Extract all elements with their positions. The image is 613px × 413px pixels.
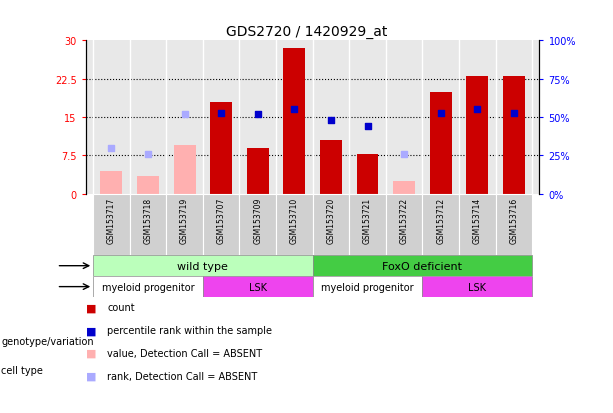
Point: [180, 112, 189, 118]
Text: GDS2720 / 1420929_at: GDS2720 / 1420929_at: [226, 25, 387, 39]
Point: [363, 124, 373, 131]
FancyBboxPatch shape: [386, 195, 422, 256]
Point: [107, 145, 116, 152]
Bar: [430, 93, 452, 195]
Text: GSM153710: GSM153710: [290, 197, 299, 244]
FancyBboxPatch shape: [240, 195, 276, 256]
Text: count: count: [107, 303, 135, 313]
FancyBboxPatch shape: [422, 195, 459, 256]
Point: [473, 107, 482, 114]
Text: GSM153719: GSM153719: [180, 197, 189, 244]
Bar: [503, 77, 525, 195]
Bar: [422, 276, 532, 297]
Point: [509, 110, 519, 116]
FancyBboxPatch shape: [459, 195, 495, 256]
Bar: [210, 102, 232, 195]
Bar: [320, 141, 342, 195]
Text: ■: ■: [86, 325, 96, 335]
Text: wild type: wild type: [177, 261, 228, 271]
Point: [216, 110, 226, 116]
Point: [253, 112, 262, 118]
Text: rank, Detection Call = ABSENT: rank, Detection Call = ABSENT: [107, 371, 257, 381]
FancyBboxPatch shape: [93, 195, 130, 256]
Bar: [101, 171, 123, 195]
Text: value, Detection Call = ABSENT: value, Detection Call = ABSENT: [107, 348, 262, 358]
Bar: [393, 182, 415, 195]
Text: GSM153720: GSM153720: [326, 197, 335, 244]
Bar: [93, 256, 313, 276]
Text: ■: ■: [86, 348, 96, 358]
Point: [436, 110, 446, 116]
Bar: [466, 77, 488, 195]
Text: percentile rank within the sample: percentile rank within the sample: [107, 325, 272, 335]
FancyBboxPatch shape: [166, 195, 203, 256]
Text: GSM153722: GSM153722: [400, 197, 409, 243]
Bar: [283, 49, 305, 195]
FancyBboxPatch shape: [276, 195, 313, 256]
Text: LSK: LSK: [468, 282, 486, 292]
Text: ■: ■: [86, 303, 96, 313]
Point: [326, 118, 336, 124]
Text: genotype/variation: genotype/variation: [1, 336, 94, 346]
Point: [143, 151, 153, 158]
Bar: [313, 256, 532, 276]
Text: GSM153717: GSM153717: [107, 197, 116, 244]
Bar: [247, 148, 268, 195]
Text: FoxO deficient: FoxO deficient: [383, 261, 462, 271]
FancyBboxPatch shape: [349, 195, 386, 256]
Text: myeloid progenitor: myeloid progenitor: [321, 282, 414, 292]
Bar: [313, 276, 422, 297]
Text: GSM153718: GSM153718: [143, 197, 153, 243]
Bar: [137, 176, 159, 195]
Bar: [357, 154, 378, 195]
Text: myeloid progenitor: myeloid progenitor: [102, 282, 194, 292]
Text: GSM153721: GSM153721: [363, 197, 372, 243]
FancyBboxPatch shape: [130, 195, 166, 256]
Text: ■: ■: [86, 371, 96, 381]
Text: GSM153712: GSM153712: [436, 197, 445, 243]
Point: [399, 151, 409, 158]
Bar: [203, 276, 313, 297]
Text: GSM153714: GSM153714: [473, 197, 482, 244]
Text: GSM153709: GSM153709: [253, 197, 262, 244]
FancyBboxPatch shape: [495, 195, 532, 256]
FancyBboxPatch shape: [203, 195, 240, 256]
Text: GSM153707: GSM153707: [216, 197, 226, 244]
FancyBboxPatch shape: [313, 195, 349, 256]
Text: LSK: LSK: [249, 282, 267, 292]
Bar: [173, 146, 196, 195]
Text: GSM153716: GSM153716: [509, 197, 519, 244]
Point: [289, 107, 299, 114]
Text: cell type: cell type: [1, 365, 43, 375]
Bar: [93, 276, 203, 297]
